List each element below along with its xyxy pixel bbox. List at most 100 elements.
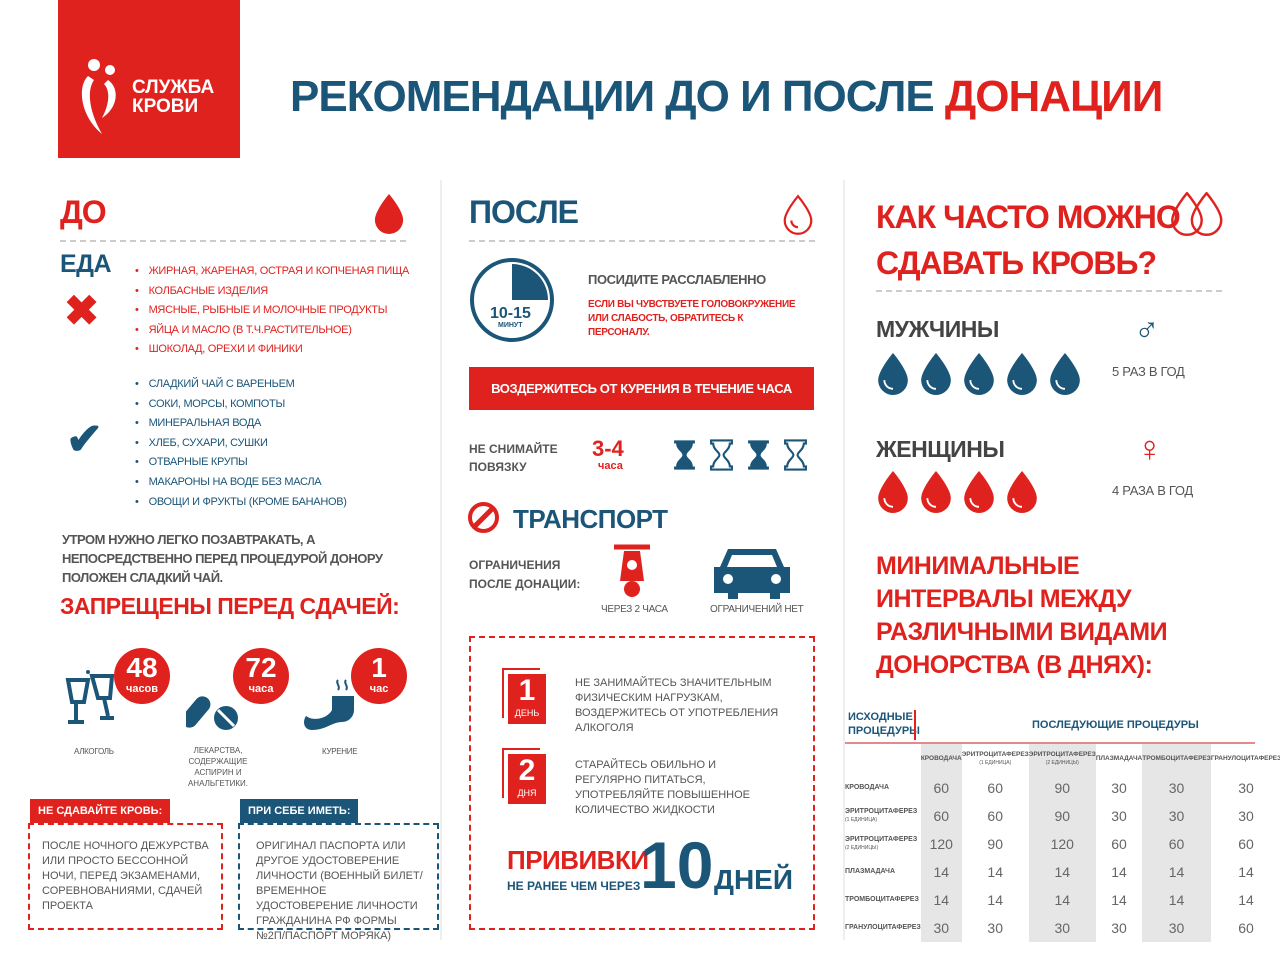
table-cell: 14 <box>1111 864 1127 880</box>
table-row: ЭРИТРОЦИТАФЕРЕЗ (2 ЕДИНИЦЫ) 120 90 120 60 60 60 <box>845 830 1280 858</box>
day-1-unit: ДЕНЬ <box>514 708 540 718</box>
blood-drops-outline-icon <box>1171 192 1223 236</box>
dont-donate-box: ПОСЛЕ НОЧНОГО ДЕЖУРСТВА ИЛИ ПРОСТО БЕССО… <box>28 823 223 930</box>
cross-icon: ✖ <box>64 287 100 334</box>
table-cell: 14 <box>1111 892 1127 908</box>
table-cell: 14 <box>920 886 962 914</box>
blood-drop-icon <box>878 353 908 395</box>
good-food-item: СОКИ, МОРСЫ, КОМПОТЫ <box>135 398 347 418</box>
blood-drop-outline-icon <box>783 195 813 235</box>
blood-drop-icon <box>878 471 908 513</box>
column-name: ТРОМБОЦИТАФЕРЕЗ <box>1142 755 1211 762</box>
corner-cell <box>845 744 921 774</box>
smoking-label: КУРЕНИЕ <box>322 747 358 756</box>
column-name: ПЛАЗМАДАЧА <box>1095 755 1143 762</box>
intervals-title-line: РАЗЛИЧНЫМИ ВИДАМИ <box>876 618 1168 646</box>
page-title: РЕКОМЕНДАЦИИ ДО И ПОСЛЕ ДОНАЦИИ <box>290 72 1164 122</box>
row-name: ЭРИТРОЦИТАФЕРЕЗ <box>845 808 918 815</box>
blood-drop-icon <box>374 194 404 234</box>
bring-text: ОРИГИНАЛ ПАСПОРТА ИЛИ ДРУГОЕ УДОСТОВЕРЕН… <box>256 840 423 942</box>
bandage-value: 3-4 <box>592 436 624 461</box>
row-sub: (2 ЕДИНИЦЫ) <box>845 845 879 851</box>
column-sub: (2 ЕДИНИЦЫ) <box>1045 760 1079 766</box>
table-cell: 60 <box>1238 836 1254 852</box>
transport-label: ОГРАНИЧЕНИЯ ПОСЛЕ ДОНАЦИИ: <box>469 558 581 591</box>
hourglass-icon <box>674 440 695 470</box>
female-icon: ♀ <box>1136 428 1163 469</box>
table-header-bar <box>914 710 916 740</box>
alcohol-badge: 48 часов <box>114 648 170 704</box>
table-cell: 30 <box>1111 808 1127 824</box>
table-cell: 90 <box>1028 774 1096 802</box>
clock-unit: МИНУТ <box>498 322 523 329</box>
column-header: ГРАНУЛОЦИТАФЕРЕЗ <box>1211 744 1280 774</box>
table-cell: 30 <box>1142 914 1211 942</box>
clock-icon <box>470 258 554 342</box>
smoking-banner: ВОЗДЕРЖИТЕСЬ ОТ КУРЕНИЯ В ТЕЧЕНИЕ ЧАСА <box>469 367 814 410</box>
bring-header: ПРИ СЕБЕ ИМЕТЬ: <box>240 799 359 823</box>
table-cell: 120 <box>1028 830 1096 858</box>
frequency-title-1: КАК ЧАСТО МОЖНО <box>876 199 1181 235</box>
table-cell: 30 <box>1111 780 1127 796</box>
column-name: КРОВОДАЧА <box>920 755 962 762</box>
after-title: ПОСЛЕ <box>469 194 579 230</box>
vaccine-unit: ДНЕЙ <box>714 864 793 895</box>
calendar-2-icon: 2 ДНЯ <box>508 754 546 804</box>
calendar-1-icon: 1 ДЕНЬ <box>508 674 546 724</box>
good-food-item: МАКАРОНЫ НА ВОДЕ БЕЗ МАСЛА <box>135 476 347 496</box>
badge-unit: часа <box>248 683 274 695</box>
day-1-number: 1 <box>518 674 536 707</box>
blood-drop-icon <box>921 353 951 395</box>
after-days-box <box>469 636 815 930</box>
good-food-item: ОТВАРНЫЕ КРУПЫ <box>135 456 347 476</box>
check-icon: ✔ <box>66 415 103 464</box>
table-cell: 14 <box>987 864 1003 880</box>
sit-title: ПОСИДИТЕ РАССЛАБЛЕННО <box>588 272 766 287</box>
table-cell: 60 <box>1238 920 1254 936</box>
heart-people-icon <box>81 59 116 134</box>
row-label: КРОВОДАЧА <box>845 774 921 802</box>
bad-food-item: ЖИРНАЯ, ЖАРЕНАЯ, ОСТРАЯ И КОПЧЕНАЯ ПИЩА <box>135 265 410 285</box>
day-2-number: 2 <box>518 754 536 787</box>
title-main: РЕКОМЕНДАЦИИ ДО И ПОСЛЕ <box>290 72 945 121</box>
table-cell: 60 <box>987 808 1003 824</box>
women-drops <box>876 471 1039 513</box>
logo: СЛУЖБА КРОВИ <box>58 0 240 158</box>
table-row: КРОВОДАЧА 60 60 90 30 30 30 <box>845 774 1280 802</box>
bad-food-item: КОЛБАСНЫЕ ИЗДЕЛИЯ <box>135 285 409 305</box>
hourglass-icon <box>710 439 733 471</box>
bad-food-item: ЯЙЦА И МАСЛО (В Т.Ч.РАСТИТЕЛЬНОЕ) <box>135 324 409 344</box>
blood-drop-icon <box>1050 353 1080 395</box>
row-sub: (1 ЕДИНИЦА) <box>845 817 878 823</box>
column-divider <box>440 180 442 940</box>
row-name: ТРОМБОЦИТАФЕРЕЗ <box>845 896 919 903</box>
column-name: ЭРИТРОЦИТАФЕРЕЗ <box>961 751 1029 758</box>
table-rule <box>845 742 1255 744</box>
column-divider <box>843 180 845 940</box>
car-label: ОГРАНИЧЕНИЙ НЕТ <box>710 604 804 615</box>
title-accent: ДОНАЦИИ <box>944 72 1164 121</box>
bandage-text: НЕ СНИМАЙТЕ ПОВЯЗКУ <box>469 442 558 474</box>
day-1-text: НЕ ЗАНИМАЙТЕСЬ ЗНАЧИТЕЛЬНЫМ ФИЗИЧЕСКИМ Н… <box>575 677 779 734</box>
table-cell: 60 <box>920 802 962 830</box>
row-name: ЭРИТРОЦИТАФЕРЕЗ <box>845 836 918 843</box>
table-cell: 90 <box>1028 802 1096 830</box>
blood-drop-icon <box>1007 471 1037 513</box>
male-icon: ♂ <box>1134 310 1160 348</box>
table-cell: 14 <box>1028 886 1096 914</box>
column-header: КРОВОДАЧА <box>920 744 962 774</box>
row-label: ПЛАЗМАДАЧА <box>845 858 921 886</box>
table-cell: 14 <box>1238 892 1254 908</box>
men-drops <box>876 353 1082 395</box>
column-name: ГРАНУЛОЦИТАФЕРЕЗ <box>1210 755 1280 762</box>
row-label: ЭРИТРОЦИТАФЕРЕЗ (1 ЕДИНИЦА) <box>845 802 921 830</box>
table-cell: 30 <box>1142 774 1211 802</box>
bad-food-item: ШОКОЛАД, ОРЕХИ И ФИНИКИ <box>135 343 409 363</box>
pipe-icon <box>304 679 354 730</box>
table-cell: 30 <box>987 920 1003 936</box>
clock-value: 10-15 <box>490 305 531 322</box>
intervals-table: КРОВОДАЧА ЭРИТРОЦИТАФЕРЕЗ (1 ЕДИНИЦА) ЭРИТР… <box>845 744 1280 942</box>
good-food-item: МИНЕРАЛЬНАЯ ВОДА <box>135 417 347 437</box>
table-cell: 14 <box>1142 858 1211 886</box>
dont-donate-text: ПОСЛЕ НОЧНОГО ДЕЖУРСТВА ИЛИ ПРОСТО БЕССО… <box>42 840 209 912</box>
